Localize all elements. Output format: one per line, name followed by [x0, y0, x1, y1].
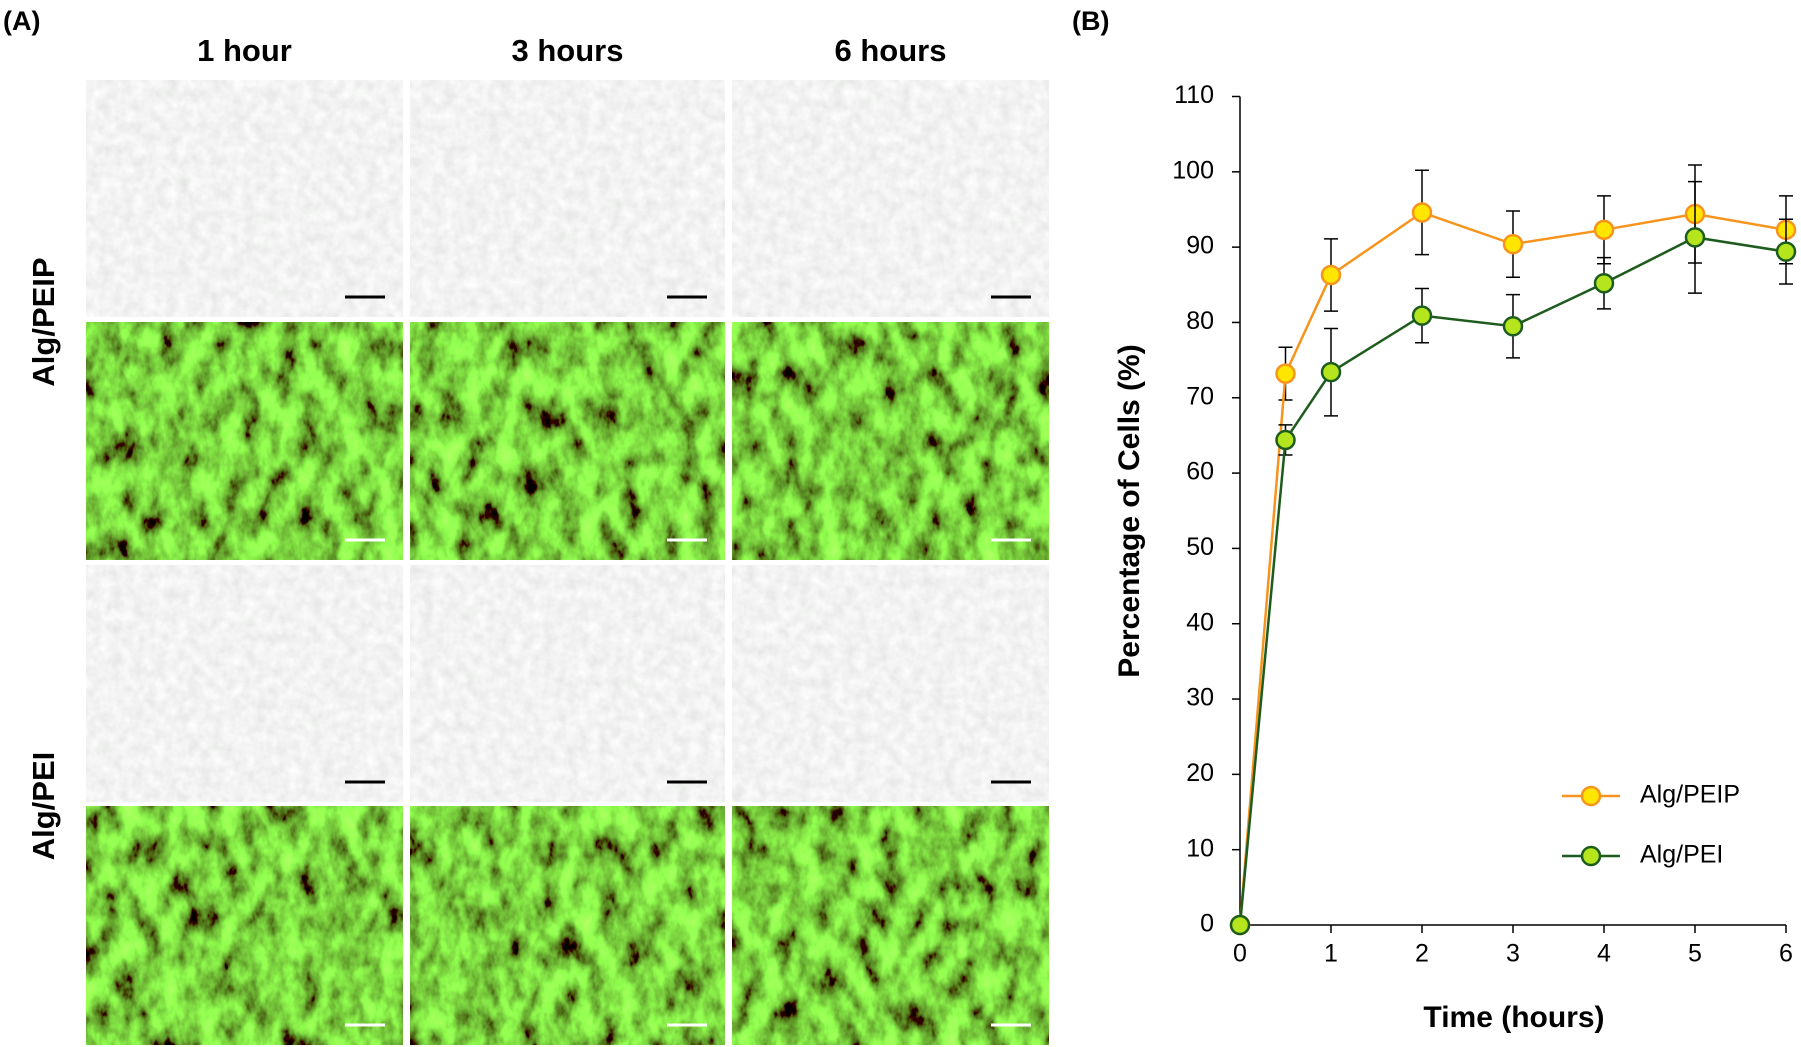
- legend-marker: [1580, 785, 1602, 807]
- y-tick-label: 100: [1172, 156, 1214, 184]
- marker: [1684, 227, 1706, 248]
- marker: [1411, 202, 1433, 223]
- marker: [1275, 429, 1296, 451]
- y-tick-label: 60: [1186, 458, 1214, 486]
- marker: [1593, 273, 1615, 294]
- brightfield-image: [410, 80, 725, 317]
- brightfield-image: [410, 565, 725, 802]
- legend-label: Alg/PEIP: [1640, 781, 1740, 809]
- y-tick-label: 50: [1186, 533, 1214, 561]
- x-axis-label: Time (hours): [1423, 1001, 1604, 1034]
- panel-label: (B): [1072, 6, 1109, 36]
- fluorescence-image: [410, 322, 725, 560]
- x-tick-label: 6: [1779, 940, 1793, 968]
- marker: [1775, 241, 1797, 262]
- micrographs: [86, 80, 1049, 1045]
- x-tick-label: 0: [1233, 940, 1247, 968]
- fluorescence-image: [410, 806, 725, 1045]
- y-tick-label: 20: [1186, 759, 1214, 787]
- y-tick-label: 110: [1174, 81, 1214, 109]
- marker: [1275, 363, 1296, 384]
- y-tick-label: 30: [1186, 684, 1214, 712]
- y-tick-label: 10: [1186, 834, 1214, 862]
- row-header: Alg/PEIP: [26, 257, 61, 386]
- marker: [1229, 914, 1251, 936]
- y-tick-label: 80: [1186, 307, 1214, 335]
- marker: [1593, 219, 1615, 241]
- series-line: [1238, 211, 1787, 926]
- x-tick-label: 4: [1597, 940, 1611, 968]
- y-tick-label: 40: [1186, 608, 1214, 636]
- y-axis-label: Percentage of Cells (%): [1113, 344, 1146, 677]
- marker: [1320, 361, 1342, 383]
- brightfield-image: [732, 565, 1049, 802]
- panel-label: (A): [3, 6, 40, 36]
- fluorescence-image: [732, 806, 1049, 1045]
- fluorescence-image: [732, 322, 1049, 560]
- marker: [1502, 315, 1524, 337]
- y-tick-label: 90: [1186, 232, 1214, 260]
- brightfield-image: [86, 565, 403, 802]
- brightfield-image: [86, 80, 403, 317]
- row-header: Alg/PEI: [26, 752, 61, 861]
- column-header: 1 hour: [197, 33, 292, 68]
- x-tick-label: 3: [1506, 940, 1520, 968]
- legend-label: Alg/PEI: [1640, 841, 1723, 869]
- y-tick-label: 70: [1186, 382, 1214, 410]
- x-tick-label: 5: [1688, 940, 1702, 968]
- legend-marker: [1580, 845, 1602, 867]
- marker: [1502, 233, 1524, 255]
- x-tick-label: 1: [1324, 940, 1338, 968]
- brightfield-image: [732, 80, 1049, 317]
- marker: [1320, 264, 1342, 286]
- column-header: 6 hours: [835, 33, 947, 68]
- column-header: 3 hours: [512, 33, 624, 68]
- series-line: [1238, 236, 1787, 926]
- fluorescence-image: [86, 322, 403, 560]
- x-tick-label: 2: [1415, 940, 1429, 968]
- y-tick-label: 0: [1200, 910, 1214, 938]
- marker: [1411, 305, 1433, 326]
- fluorescence-image: [86, 806, 403, 1045]
